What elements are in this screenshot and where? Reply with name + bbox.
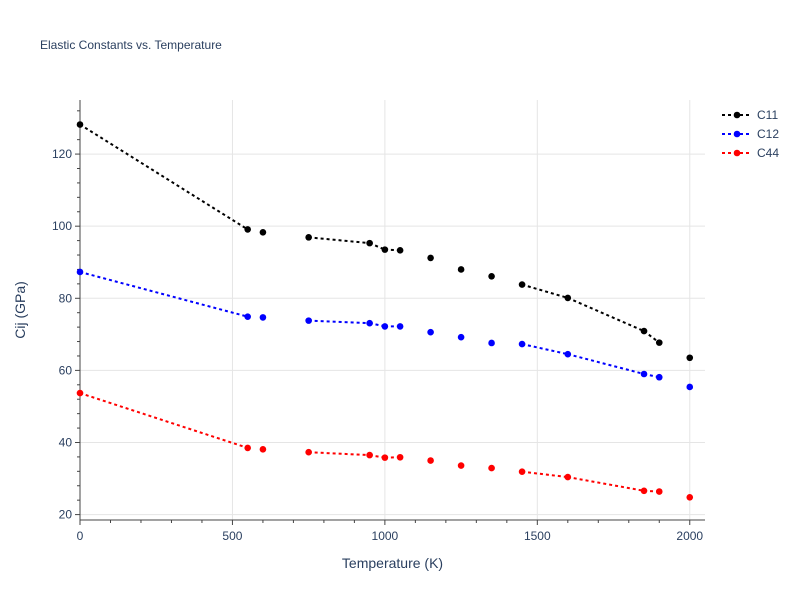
c44-line-segment	[521, 470, 568, 479]
c12-line-segment	[567, 353, 645, 375]
c11-point	[427, 254, 434, 262]
c44-point	[427, 457, 434, 464]
c12-point	[488, 339, 495, 347]
legend-item-c44[interactable]: C44	[722, 146, 779, 160]
c44-line-segment	[308, 451, 370, 457]
x-tick-label: 0	[77, 529, 84, 543]
c11-point	[518, 281, 526, 288]
y-tick-label: 120	[52, 147, 72, 161]
c44-point	[686, 493, 694, 501]
legend[interactable]: C11 C12 C44	[722, 108, 779, 160]
y-tick-label: 60	[59, 363, 73, 377]
c12-point	[427, 328, 434, 336]
c44-point	[381, 454, 389, 461]
axes: 20 40 60 80 100 120 0 500 1000 1500 2000	[52, 100, 705, 543]
y-tick-label: 20	[59, 508, 73, 522]
c11-point	[366, 239, 373, 247]
c44-point	[640, 487, 648, 495]
c12-point	[518, 340, 526, 348]
c44-point	[564, 473, 572, 481]
chart-title: Elastic Constants vs. Temperature	[40, 38, 222, 52]
legend-label-c44: C44	[757, 146, 779, 160]
x-tick-label: 500	[222, 529, 242, 543]
c12-point	[259, 314, 267, 321]
c44-point	[457, 462, 465, 469]
c11-point	[564, 294, 572, 302]
x-tick-label: 2000	[676, 529, 703, 543]
c12-point	[396, 323, 404, 330]
c11-point	[381, 246, 389, 253]
c44-point	[366, 451, 373, 459]
c11-line-segment	[79, 123, 249, 231]
legend-marker-c12	[733, 130, 741, 138]
c12-point	[381, 323, 389, 330]
legend-item-c11[interactable]: C11	[722, 108, 778, 122]
c12-point	[640, 370, 648, 378]
y-tick-label: 100	[52, 219, 72, 233]
c11-point	[686, 354, 694, 362]
c44-point	[655, 488, 663, 495]
c12-point	[686, 383, 694, 391]
c12-point	[655, 373, 663, 381]
legend-label-c12: C12	[757, 127, 779, 141]
c12-line-segment	[521, 343, 569, 356]
c12-line-segment	[308, 319, 370, 325]
c11-point	[655, 339, 663, 346]
c12-point	[76, 268, 84, 276]
c12-point	[366, 319, 373, 327]
c12-point	[564, 350, 572, 358]
c44-point	[76, 389, 84, 397]
legend-marker-c44	[733, 149, 741, 157]
x-axis-title: Temperature (K)	[342, 555, 443, 571]
c11-line-segment	[567, 297, 645, 333]
c12-point	[244, 313, 251, 320]
c11-point	[76, 121, 84, 128]
c44-point	[259, 446, 267, 453]
c11-point	[259, 229, 267, 236]
c44-point	[244, 444, 251, 452]
c11-point	[488, 272, 495, 280]
y-tick-label: 80	[59, 291, 73, 305]
c44-point	[396, 453, 404, 461]
c11-point	[640, 327, 648, 335]
legend-marker-c11	[733, 111, 741, 119]
plot-area	[76, 121, 694, 501]
y-axis-title: Cij (GPa)	[12, 281, 28, 339]
c11-line-segment	[308, 236, 370, 245]
c44-point	[488, 464, 495, 472]
c11-line-segment	[521, 283, 569, 299]
c11-point	[396, 247, 404, 254]
c11-point	[244, 226, 251, 233]
c11-point	[457, 266, 465, 273]
legend-label-c11: C11	[757, 108, 778, 122]
c44-point	[518, 468, 526, 475]
grid-lines	[80, 100, 705, 520]
x-tick-label: 1000	[372, 529, 399, 543]
c11-point	[305, 234, 312, 241]
c44-line-segment	[567, 476, 645, 492]
c12-point	[305, 317, 312, 324]
x-tick-label: 1500	[524, 529, 551, 543]
y-tick-label: 40	[59, 435, 73, 449]
c44-line-segment	[79, 392, 248, 449]
c44-point	[305, 448, 312, 456]
c12-point	[457, 333, 465, 341]
c12-line-segment	[79, 270, 248, 318]
legend-item-c12[interactable]: C12	[722, 127, 779, 141]
